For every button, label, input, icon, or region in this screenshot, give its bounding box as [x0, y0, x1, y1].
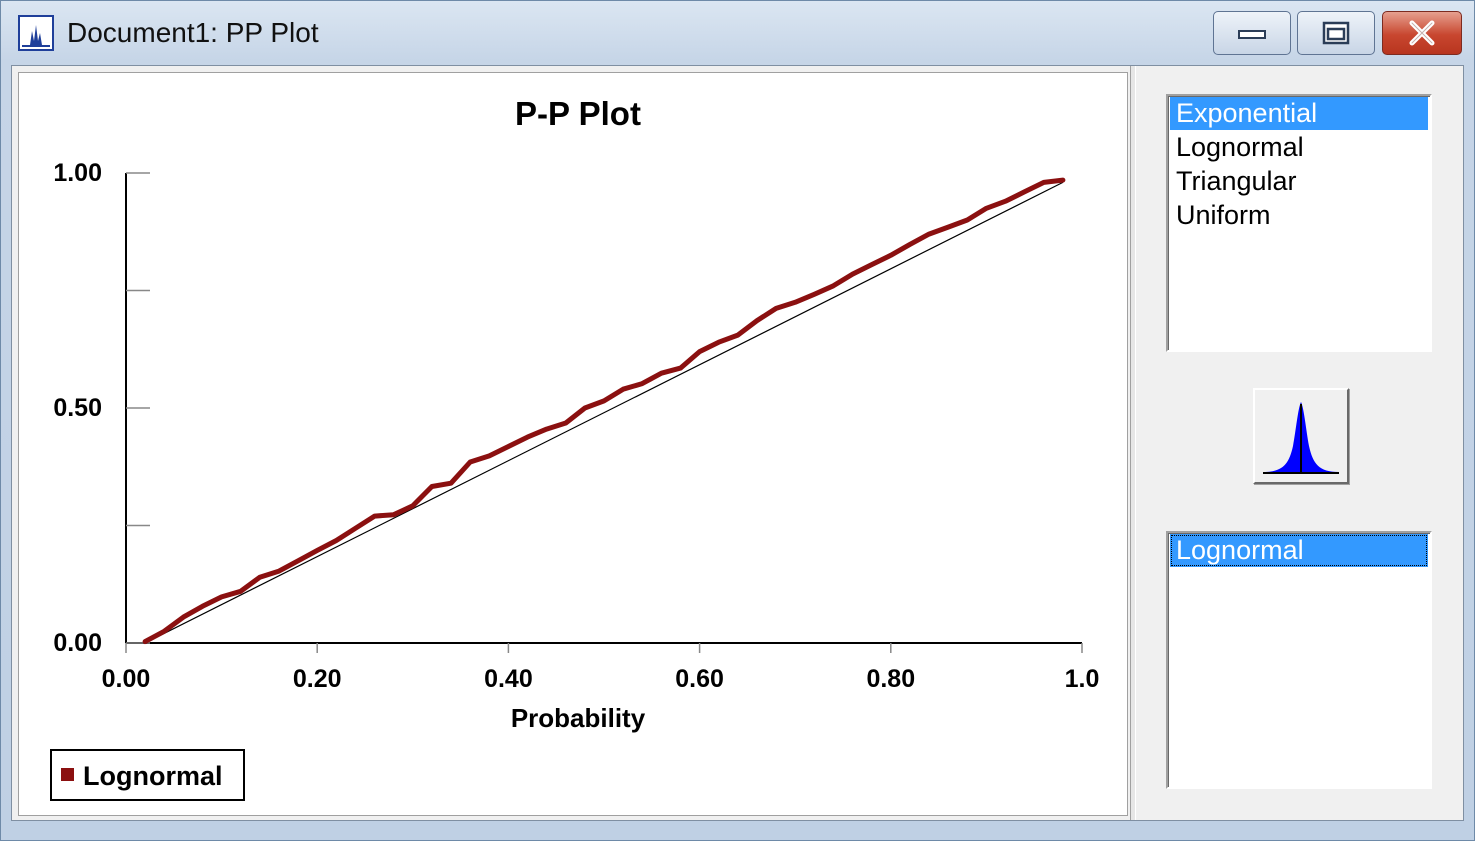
x-tick-label: 0.40 [484, 665, 533, 693]
x-axis-label: Probability [511, 703, 646, 733]
close-button[interactable] [1382, 11, 1462, 55]
series-line-lognormal [142, 177, 1066, 645]
chart-pane[interactable]: P-P Plot 0.00 0.20 0.40 0.60 0.80 1.0 0.00 0.50… [18, 72, 1128, 816]
list-item-uniform[interactable]: Uniform [1176, 200, 1271, 230]
list-item-triangular[interactable]: Triangular [1176, 166, 1297, 196]
maximize-button[interactable] [1297, 11, 1375, 55]
list-item-exponential[interactable]: Exponential [1170, 97, 1428, 130]
client-area: P-P Plot 0.00 0.20 0.40 0.60 0.80 1.0 0.00 0.50… [11, 65, 1464, 821]
x-tick-label: 0.80 [866, 665, 915, 693]
maximize-icon [1322, 21, 1350, 45]
minimize-icon [1238, 30, 1266, 39]
x-tick-label: 0.00 [102, 665, 151, 693]
window-title: Document1: PP Plot [67, 17, 319, 48]
reference-line [144, 181, 1064, 644]
title-bar[interactable]: Document1: PP Plot [1, 1, 1474, 65]
window-bottom-border [11, 821, 1464, 833]
distribution-list[interactable]: Exponential Lognormal Triangular Uniform [1166, 94, 1432, 352]
x-tick-label: 0.60 [675, 665, 724, 693]
chart-title: P-P Plot [515, 95, 641, 132]
legend-swatch [61, 768, 74, 781]
x-tick-label: 1.0 [1065, 665, 1100, 693]
distribution-plot-icon[interactable] [18, 15, 54, 51]
legend-label: Lognormal [83, 761, 223, 791]
minimize-button[interactable] [1213, 11, 1291, 55]
selected-item-lognormal[interactable]: Lognormal [1170, 534, 1428, 567]
selected-distribution-list[interactable]: Lognormal [1166, 531, 1432, 789]
y-tick-label: 1.00 [53, 159, 102, 187]
y-tick-label: 0.00 [53, 629, 102, 657]
y-tick-label: 0.50 [53, 394, 102, 422]
pp-plot-chart: P-P Plot 0.00 0.20 0.40 0.60 0.80 1.0 0.00 0.50… [50, 95, 1100, 801]
x-tick-label: 0.20 [293, 665, 342, 693]
bell-curve-icon [1263, 402, 1339, 474]
legend[interactable]: Lognormal [50, 749, 245, 801]
list-item-lognormal[interactable]: Lognormal [1176, 132, 1304, 162]
fit-distribution-button[interactable] [1253, 388, 1349, 484]
pane-splitter[interactable] [1130, 66, 1136, 820]
close-icon [1409, 20, 1435, 46]
